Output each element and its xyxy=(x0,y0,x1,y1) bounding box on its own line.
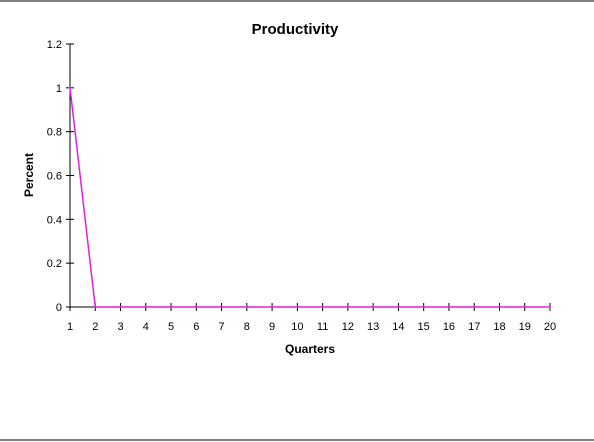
series-point xyxy=(94,306,97,308)
series-point xyxy=(397,306,400,308)
series-point xyxy=(549,306,551,308)
x-tick-label: 3 xyxy=(117,321,123,333)
x-tick-label: 6 xyxy=(193,321,199,333)
series-point xyxy=(69,87,71,89)
x-tick-label: 16 xyxy=(443,321,455,333)
y-tick-label: 0.6 xyxy=(47,171,62,183)
series-point xyxy=(523,306,526,308)
x-tick-label: 13 xyxy=(367,321,379,333)
x-tick-label: 7 xyxy=(219,321,225,333)
series-point xyxy=(271,306,273,308)
y-tick-label: 1.2 xyxy=(47,39,62,51)
plot-series xyxy=(69,87,551,308)
series-point xyxy=(170,306,172,308)
series-line xyxy=(69,87,550,308)
x-tick-label: 12 xyxy=(342,321,354,333)
series-point xyxy=(144,306,147,308)
chart-title: Productivity xyxy=(252,21,339,38)
x-tick-label: 11 xyxy=(317,321,328,333)
y-tick-label: 0 xyxy=(56,302,62,314)
series-point xyxy=(296,306,299,308)
x-tick-label: 2 xyxy=(92,321,98,333)
x-ticks: 1 2 3 4 5 6 7 8 9 10 11 12 13 14 15 16 17 18 19 20 xyxy=(67,303,556,333)
x-tick-label: 19 xyxy=(519,321,531,333)
series-point xyxy=(246,306,248,308)
x-tick-label: 15 xyxy=(418,321,430,333)
x-tick-label: 8 xyxy=(244,321,250,333)
y-tick-label: 0.2 xyxy=(47,258,62,270)
series-point xyxy=(119,306,122,308)
x-tick-label: 20 xyxy=(544,321,556,333)
x-tick-label: 14 xyxy=(392,321,404,333)
series-point xyxy=(372,306,374,308)
series-point xyxy=(448,306,450,308)
x-tick-label: 4 xyxy=(143,321,149,333)
x-axis-label: Quarters xyxy=(285,342,335,356)
series-point xyxy=(498,306,501,308)
x-tick-label: 5 xyxy=(168,321,174,333)
x-tick-label: 17 xyxy=(468,321,480,333)
series-point xyxy=(220,306,223,308)
x-tick-label: 10 xyxy=(291,321,303,333)
y-axis-label: Percent xyxy=(22,153,36,197)
y-tick-label: 0.8 xyxy=(47,127,62,139)
series-point xyxy=(195,306,198,308)
series-point xyxy=(473,306,476,308)
y-tick-label: 0.4 xyxy=(47,214,62,226)
x-tick-label: 18 xyxy=(493,321,505,333)
x-tick-label: 1 xyxy=(67,321,73,333)
series-point xyxy=(321,306,324,308)
y-ticks: 0 0.2 0.4 0.6 0.8 1 1.2 xyxy=(47,39,74,314)
series-point xyxy=(347,306,349,308)
x-tick-label: 9 xyxy=(269,321,275,333)
series-point xyxy=(422,306,425,308)
y-tick-label: 1 xyxy=(56,83,62,95)
